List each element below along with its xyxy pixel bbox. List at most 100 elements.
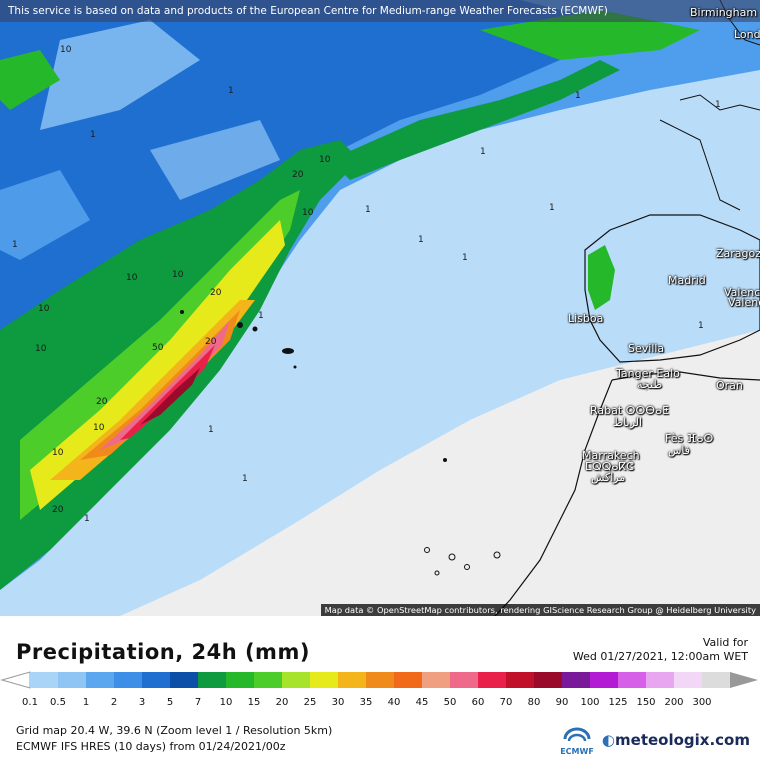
contour-label: 1 xyxy=(12,240,18,250)
legend-tick-label: 125 xyxy=(608,697,628,708)
contour-label: 1 xyxy=(549,203,555,213)
city-marrakech-1: Marrakech xyxy=(582,449,640,462)
legend-swatch xyxy=(198,672,227,688)
contour-label: 10 xyxy=(93,423,105,433)
city-madrid: Madrid xyxy=(668,274,706,287)
city-sevilla: Sevilla xyxy=(628,342,665,355)
contour-label: 10 xyxy=(126,273,138,283)
legend-swatch xyxy=(30,672,59,688)
legend-swatch xyxy=(310,672,339,688)
legend-swatch xyxy=(590,672,619,688)
contour-label: 20 xyxy=(292,170,304,180)
city-valencia-2: Valenc xyxy=(728,296,760,309)
legend-tick-label: 90 xyxy=(555,697,569,708)
legend-tick-label: 70 xyxy=(499,697,513,708)
legend-arrow-right xyxy=(730,672,758,688)
contour-label: 20 xyxy=(96,397,108,407)
city-rabat-1: Rabat ⵔⵔⴱⴰⵟ xyxy=(590,404,669,417)
legend-tick-label: 3 xyxy=(138,697,146,708)
legend-swatch xyxy=(422,672,451,688)
city-fes-2: فاس xyxy=(668,444,691,457)
model-info: ECMWF IFS HRES (10 days) from 01/24/2021… xyxy=(16,740,286,753)
precipitation-map[interactable]: This service is based on data and produc… xyxy=(0,0,760,616)
legend-tick-label: 35 xyxy=(359,697,373,708)
contour-label: 1 xyxy=(480,147,486,157)
legend-swatch xyxy=(366,672,395,688)
contour-label: 1 xyxy=(84,514,90,524)
legend-tick-label: 200 xyxy=(664,697,684,708)
contour-label: 20 xyxy=(210,288,222,298)
contour-label: 1 xyxy=(258,311,264,321)
legend-tick-label: 60 xyxy=(471,697,485,708)
contour-label: 1 xyxy=(365,205,371,215)
legend-tick-label: 5 xyxy=(166,697,174,708)
legend-tick-label: 15 xyxy=(247,697,261,708)
city-birmingham: Birmingham xyxy=(690,6,758,19)
meteologix-globe-icon: ◐ xyxy=(601,731,616,749)
legend-tick-label: 100 xyxy=(580,697,600,708)
legend-swatch xyxy=(702,672,731,688)
legend-tick-label: 0.1 xyxy=(22,697,38,708)
city-tanger-2: طنجة xyxy=(637,378,663,391)
precipitation-layer xyxy=(0,0,760,616)
contour-label: 20 xyxy=(205,337,217,347)
legend-tick-label: 40 xyxy=(387,697,401,708)
contour-label: 10 xyxy=(38,304,50,314)
meteologix-brand-text: meteologix.com xyxy=(615,731,750,749)
contour-label: 1 xyxy=(418,235,424,245)
legend-tick-label: 300 xyxy=(692,697,712,708)
contour-label: 1 xyxy=(242,474,248,484)
legend-tick-label: 2 xyxy=(110,697,118,708)
legend-tick-label: 30 xyxy=(331,697,345,708)
legend-tick-label: 45 xyxy=(415,697,429,708)
legend-swatch xyxy=(86,672,115,688)
city-lisboa: Lisboa xyxy=(568,312,604,325)
legend-swatch xyxy=(142,672,171,688)
city-marrakech-3: مراكش xyxy=(591,471,626,484)
legend-tick-label: 25 xyxy=(303,697,317,708)
color-legend xyxy=(0,671,758,689)
legend-arrow-left xyxy=(0,671,31,689)
legend-swatch xyxy=(254,672,283,688)
legend-swatch xyxy=(562,672,591,688)
legend-swatch xyxy=(478,672,507,688)
legend-swatch xyxy=(226,672,255,688)
valid-time: Wed 01/27/2021, 12:00am WET xyxy=(572,650,748,663)
contour-label: 10 xyxy=(35,344,47,354)
legend-swatch xyxy=(338,672,367,688)
city-valencia-1: Valenc xyxy=(724,286,760,299)
contour-label: 1 xyxy=(715,100,721,110)
legend-swatch xyxy=(646,672,675,688)
legend-ticks: 0.1 0.5 1 2 3 5 7 10 15 20 25 30 35 40 45 50 60 70 80 90 100… xyxy=(0,697,760,711)
contour-label: 10 xyxy=(60,45,72,55)
legend-swatch xyxy=(58,672,87,688)
contour-label: 1 xyxy=(208,425,214,435)
valid-label: Valid for xyxy=(702,636,748,649)
legend-tick-label: 0.5 xyxy=(50,697,66,708)
legend-tick-label: 7 xyxy=(194,697,202,708)
meteologix-brand[interactable]: ◐meteologix.com xyxy=(602,731,750,749)
contour-label: 50 xyxy=(152,343,164,353)
ecmwf-logo-text: ECMWF xyxy=(560,747,594,756)
contour-label: 10 xyxy=(302,208,314,218)
grid-info: Grid map 20.4 W, 39.6 N (Zoom level 1 / … xyxy=(16,724,333,737)
legend-swatch xyxy=(506,672,535,688)
legend-swatch xyxy=(394,672,423,688)
legend-tick-label: 50 xyxy=(443,697,457,708)
legend-tick-label: 10 xyxy=(219,697,233,708)
legend-tick-label: 1 xyxy=(82,697,90,708)
contour-label: 1 xyxy=(698,321,704,331)
legend-tick-label: 80 xyxy=(527,697,541,708)
contour-label: 1 xyxy=(575,91,581,101)
ecmwf-notice: This service is based on data and produc… xyxy=(0,0,760,22)
legend-tick-label: 150 xyxy=(636,697,656,708)
contour-label: 1 xyxy=(228,86,234,96)
contour-label: 10 xyxy=(172,270,184,280)
city-zaragoza: Zaragoz xyxy=(716,247,760,260)
contour-label: 20 xyxy=(52,505,64,515)
city-marrakech-2: ⵎⵕⵕⴰⴽⵛ xyxy=(585,460,634,473)
legend-tick-label: 20 xyxy=(275,697,289,708)
city-fes-1: Fès ⴼⴰⵙ xyxy=(665,432,714,445)
contour-label: 1 xyxy=(462,253,468,263)
map-attribution[interactable]: Map data © OpenStreetMap contributors, r… xyxy=(320,604,760,616)
